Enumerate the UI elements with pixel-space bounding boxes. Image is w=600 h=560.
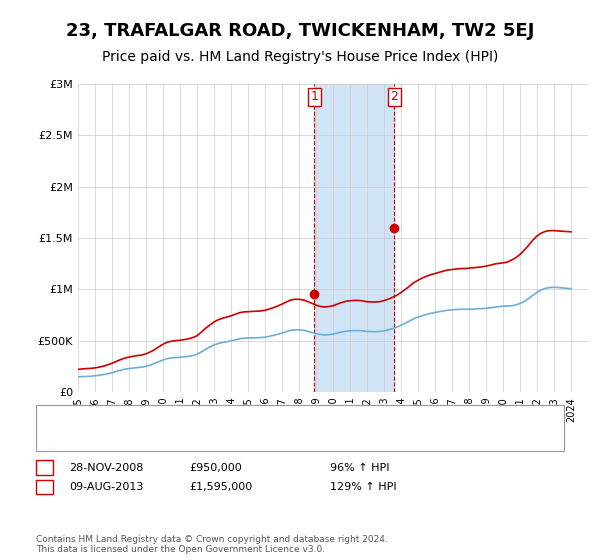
Text: 129% ↑ HPI: 129% ↑ HPI [330, 482, 397, 492]
Text: Price paid vs. HM Land Registry's House Price Index (HPI): Price paid vs. HM Land Registry's House … [102, 50, 498, 64]
Text: 23, TRAFALGAR ROAD, TWICKENHAM, TW2 5EJ: 23, TRAFALGAR ROAD, TWICKENHAM, TW2 5EJ [66, 22, 534, 40]
Text: £950,000: £950,000 [189, 463, 242, 473]
Text: 1: 1 [41, 463, 48, 473]
Text: £1,595,000: £1,595,000 [189, 482, 252, 492]
Text: 96% ↑ HPI: 96% ↑ HPI [330, 463, 389, 473]
Text: Contains HM Land Registry data © Crown copyright and database right 2024.
This d: Contains HM Land Registry data © Crown c… [36, 535, 388, 554]
Text: 1: 1 [311, 90, 319, 103]
Bar [314, 84, 394, 392]
Text: 2: 2 [391, 90, 398, 103]
Text: ——: —— [54, 422, 82, 437]
Text: HPI: Average price, semi-detached house, Richmond upon Thames: HPI: Average price, semi-detached house,… [87, 424, 435, 435]
Text: 23, TRAFALGAR ROAD, TWICKENHAM, TW2 5EJ (semi-detached house): 23, TRAFALGAR ROAD, TWICKENHAM, TW2 5EJ … [87, 407, 452, 417]
Text: ——: —— [54, 404, 82, 419]
Text: 09-AUG-2013: 09-AUG-2013 [69, 482, 143, 492]
Text: 2: 2 [41, 482, 48, 492]
Text: 28-NOV-2008: 28-NOV-2008 [69, 463, 143, 473]
